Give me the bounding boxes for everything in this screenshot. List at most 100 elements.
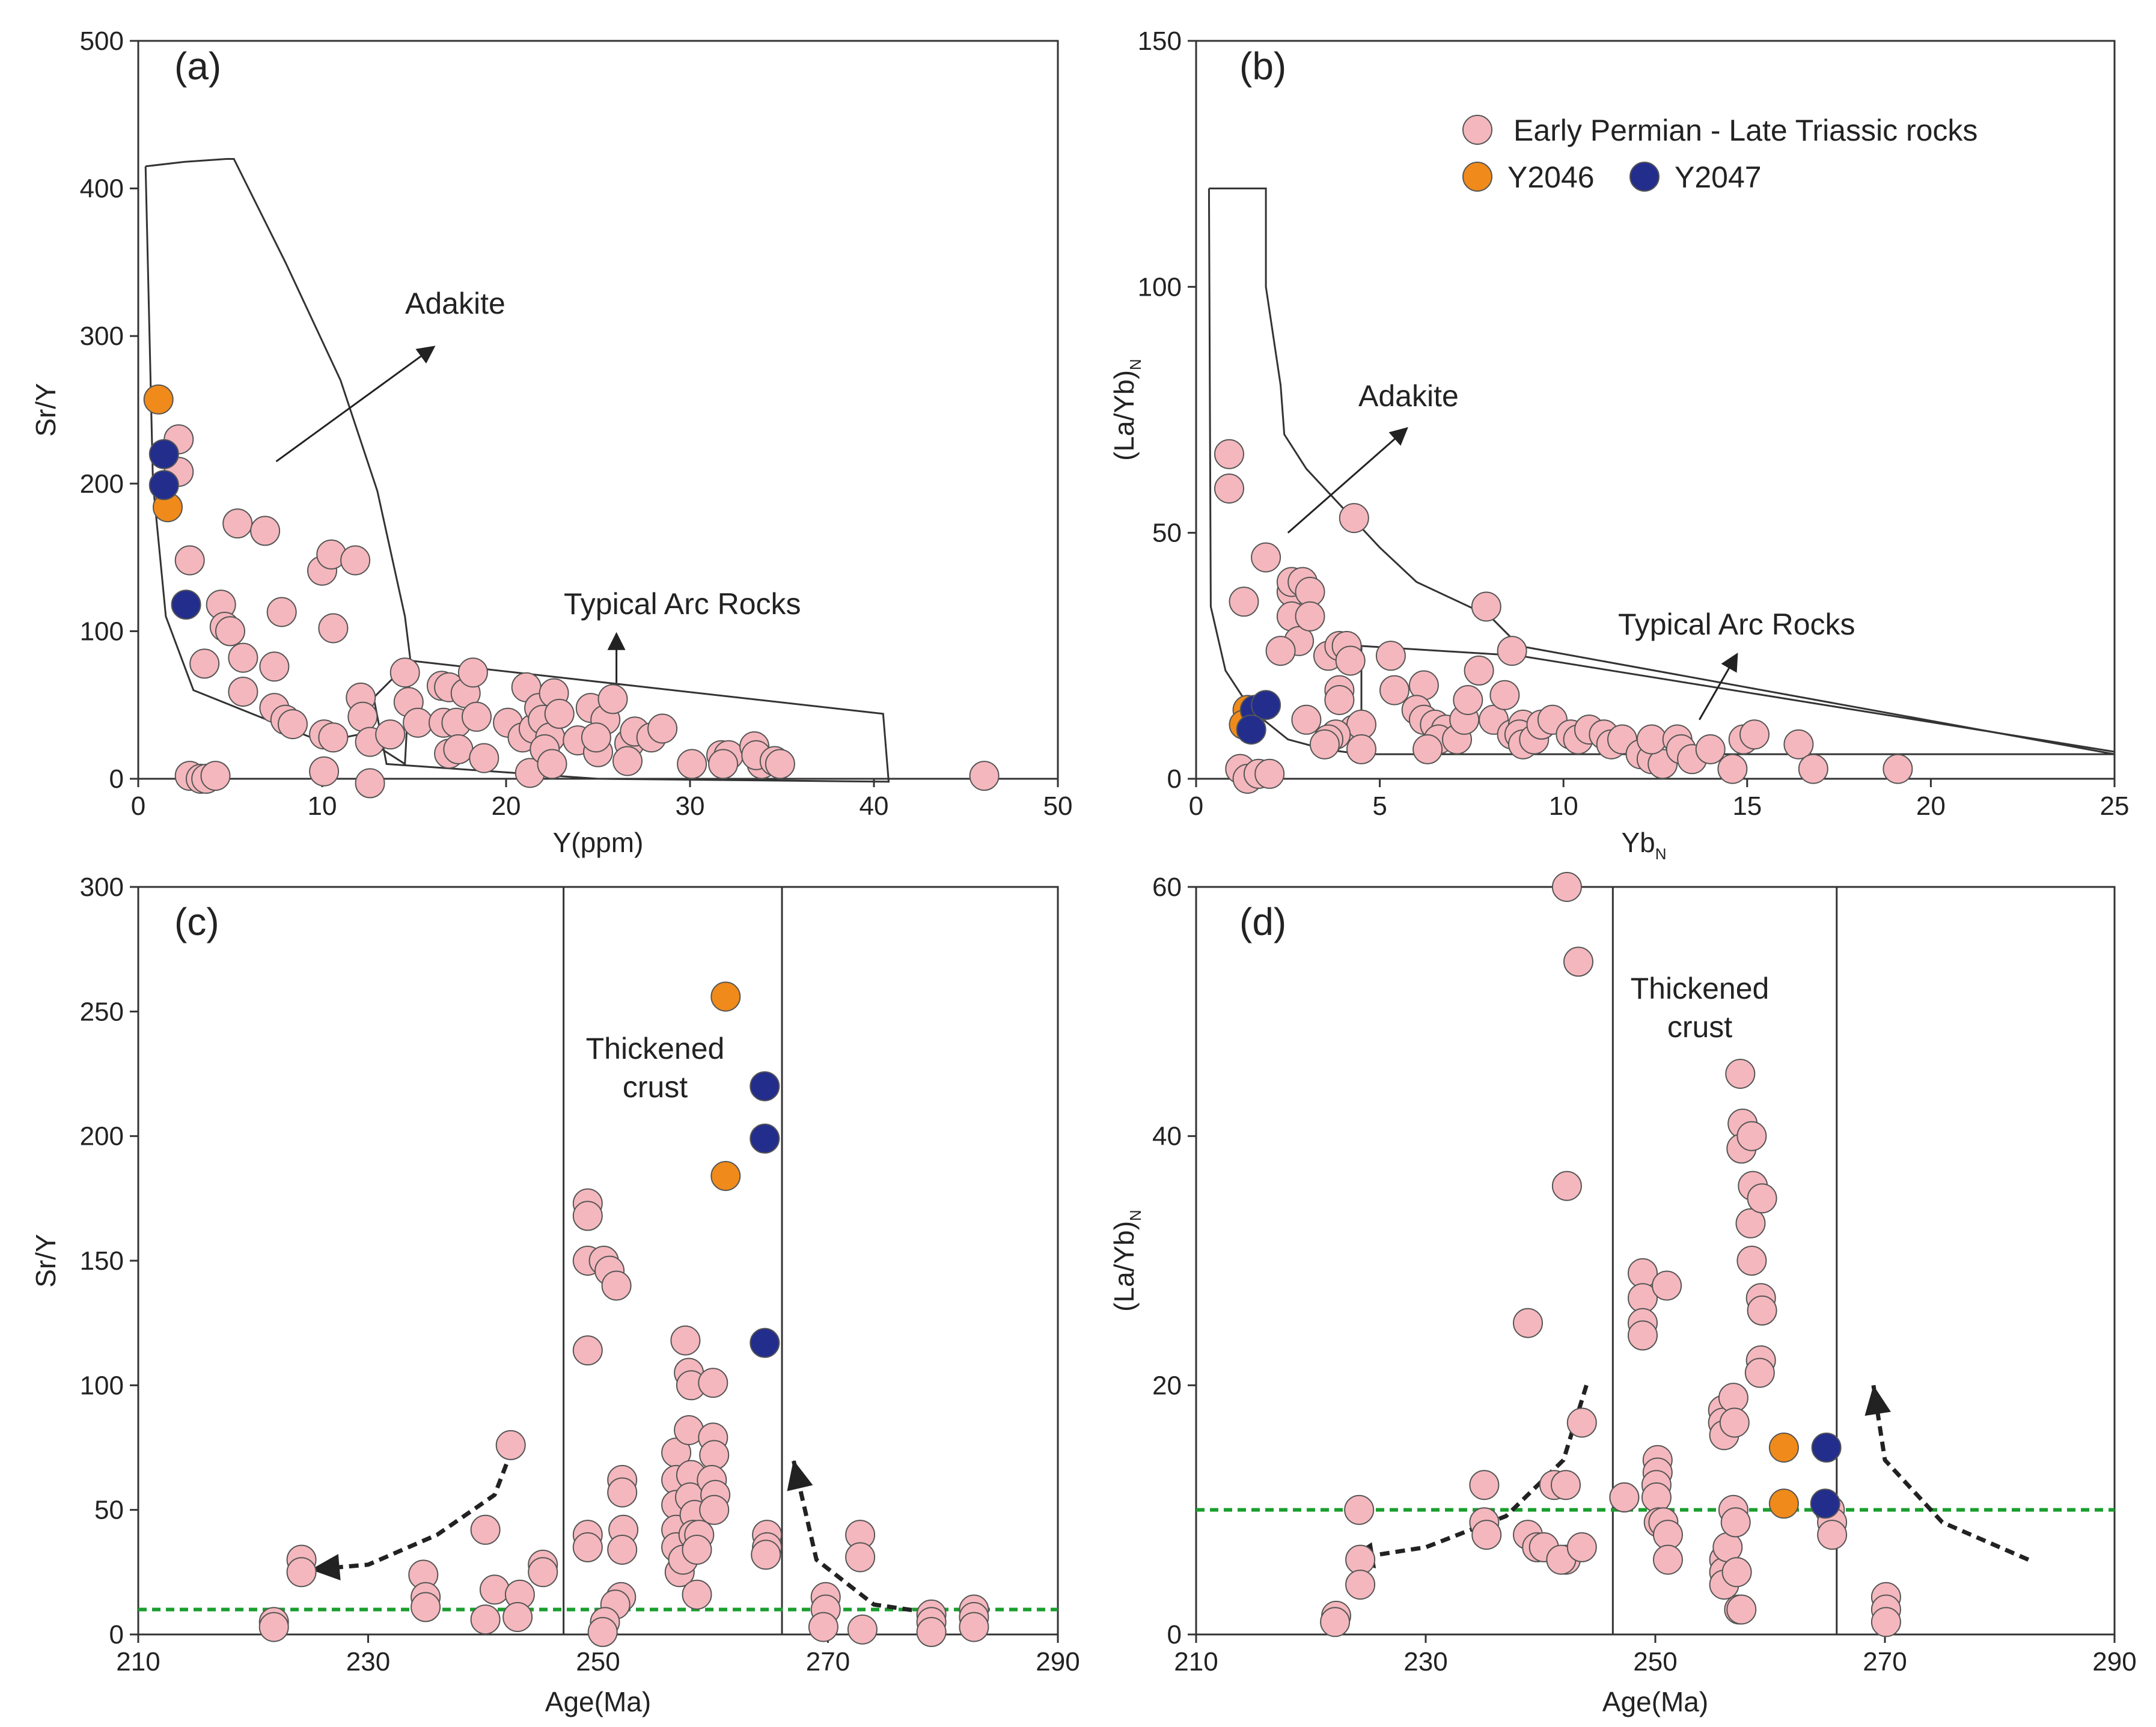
panel-a-point-pink-24 — [347, 701, 378, 732]
panel-d-point-pink-48 — [1725, 1059, 1756, 1089]
panel-c-point-pink-63 — [845, 1542, 876, 1573]
legend-y2047-label: Y2047 — [1675, 160, 1762, 194]
panel-c-point-pink-25 — [607, 1477, 638, 1508]
panel-d-trend-arrowhead-1 — [1864, 1385, 1891, 1416]
panel-a-ytick-label-2: 200 — [80, 469, 124, 499]
panel-c-point-pink-70 — [959, 1612, 989, 1642]
panel-c-point-pink-61 — [808, 1612, 838, 1642]
panel-a-arrows — [275, 346, 626, 683]
panel-d-point-pink-53 — [1736, 1121, 1767, 1151]
panel-d-point-pink-26 — [1628, 1320, 1658, 1351]
legend-y2046-label: Y2046 — [1507, 160, 1595, 194]
panel-c-point-pink-9 — [479, 1574, 510, 1605]
panel-c-xtick-label-4: 290 — [1036, 1647, 1080, 1677]
panel-a-xtick-label-1: 10 — [308, 791, 337, 821]
panel-d-point-pink-33 — [1652, 1270, 1682, 1301]
panel-b-xlabel-main: Yb — [1621, 827, 1655, 858]
panel-d-point-pink-13 — [1551, 1470, 1581, 1500]
panel-a-point-pink-21 — [318, 722, 349, 753]
panel-d-point-pink-35 — [1653, 1544, 1683, 1575]
panel-c-axes: 210 230 250 270 290 0 50 100 150 200 250 300 — [80, 873, 1080, 1677]
panel-a-ylabel: Sr/Y — [30, 383, 61, 436]
panel-c-ylabel: Sr/Y — [30, 1234, 61, 1287]
panel-c-point-pink-12 — [502, 1602, 533, 1632]
panel-b-point-pink-2 — [1229, 586, 1259, 617]
panel-a-point-pink-60 — [612, 746, 643, 776]
panel-b-ytick-label-0: 0 — [1167, 764, 1182, 794]
legend-y2046-marker — [1462, 162, 1492, 192]
panel-a-point-pink-12 — [259, 651, 290, 682]
panel-a-point-pink-73 — [969, 761, 1000, 791]
panel-b-point-pink-42 — [1489, 680, 1520, 710]
panel-b-frame — [1195, 40, 2116, 780]
panel-c-point-pink-18 — [572, 1335, 603, 1366]
panel-c-point-pink-6 — [411, 1592, 441, 1622]
panel-d-point-pink-55 — [1735, 1208, 1766, 1238]
panel-a-point-pink-67 — [708, 749, 739, 779]
panel-b-point-pink-26 — [1375, 641, 1406, 671]
panel-b-point-blue-2 — [1236, 714, 1266, 745]
panel-c-point-orange-0 — [710, 981, 741, 1012]
panel-c-point-pink-8 — [470, 1604, 501, 1635]
panel-a-xtick-label-5: 50 — [1043, 791, 1073, 821]
legend-rocks-label: Early Permian - Late Triassic rocks — [1513, 114, 1977, 147]
panel-d-xtick-label-3: 270 — [1863, 1647, 1907, 1677]
panel-d-ytick-label-3: 60 — [1152, 873, 1182, 902]
panel-c-ytick-label-6: 300 — [80, 873, 124, 902]
panel-a-point-pink-28 — [389, 657, 420, 688]
panel-c-thickened-label: Thickened — [586, 1032, 725, 1065]
panel-a-point-pink-26 — [355, 768, 385, 799]
panel-a-point-pink-30 — [403, 707, 433, 738]
panel-a-xtick-label-3: 30 — [676, 791, 705, 821]
panel-d-ylabel-main: (La/Yb) — [1108, 1221, 1140, 1312]
panel-c-trend-arrow-0 — [310, 1434, 520, 1572]
legend-rocks-marker — [1462, 115, 1492, 145]
panel-a-ytick-label-3: 300 — [80, 321, 124, 351]
panel-a-point-pink-5 — [215, 616, 245, 647]
panel-c-point-blue-0 — [750, 1071, 780, 1101]
panel-a-adakite-label: Adakite — [405, 287, 505, 320]
panel-a-point-pink-27 — [375, 719, 406, 750]
panel-a-point-pink-9 — [222, 508, 253, 539]
panel-c-point-pink-10 — [495, 1430, 526, 1460]
panel-a-points — [143, 384, 1000, 799]
panel-b-point-pink-73 — [1254, 758, 1285, 789]
panel-a-point-orange-0 — [143, 384, 174, 415]
panel-a-point-pink-8 — [228, 677, 258, 707]
panel-d-point-pink-8 — [1513, 1308, 1543, 1338]
panel-d-point-pink-20 — [1566, 1532, 1597, 1562]
panel-d-xtick-label-0: 210 — [1174, 1647, 1218, 1677]
panel-c-point-pink-3 — [286, 1557, 317, 1588]
panel-c-point-pink-58 — [751, 1540, 781, 1570]
panel-d-point-pink-67 — [1870, 1607, 1901, 1637]
panel-b-xtick-label-1: 5 — [1372, 791, 1387, 821]
panel-d-axes: 210 230 250 270 290 0 20 40 60 — [1152, 873, 2137, 1677]
panel-a-point-pink-11 — [266, 597, 297, 627]
panel-d-point-blue-0 — [1811, 1433, 1842, 1463]
panel-b-ytick-label-3: 150 — [1138, 26, 1182, 56]
panel-b-xtick-label-2: 10 — [1549, 791, 1578, 821]
panel-d-ytick-label-0: 0 — [1167, 1620, 1182, 1649]
panel-d-point-pink-7 — [1471, 1520, 1502, 1550]
panel-b-xlabel-sub: N — [1655, 845, 1667, 863]
panel-c-trend-arrow-1 — [791, 1459, 944, 1617]
panel-a-point-pink-19 — [318, 613, 349, 644]
panel-d-point-pink-52 — [1726, 1594, 1757, 1625]
panel-b-point-pink-37 — [1453, 685, 1483, 715]
panel-a-point-pink-2 — [174, 545, 205, 576]
panel-a-point-blue-1 — [148, 470, 179, 501]
panel-c-xtick-label-3: 270 — [806, 1647, 850, 1677]
panel-b-point-pink-59 — [1636, 724, 1667, 755]
panel-a-point-pink-57 — [597, 684, 628, 714]
panel-b-ylabel-main: (La/Yb) — [1108, 370, 1140, 461]
panel-c-crust-label: crust — [623, 1070, 688, 1104]
panel-b-point-pink-66 — [1739, 719, 1770, 750]
panel-c-point-pink-23 — [601, 1270, 632, 1301]
panel-a-arc-label: Typical Arc Rocks — [564, 587, 801, 621]
panel-c-point-pink-50 — [698, 1368, 728, 1398]
panel-b-point-pink-25 — [1339, 503, 1369, 534]
panel-a-point-blue-2 — [171, 589, 201, 620]
panel-c-ytick-label-1: 50 — [94, 1496, 124, 1525]
panel-c-point-pink-67 — [916, 1616, 947, 1647]
